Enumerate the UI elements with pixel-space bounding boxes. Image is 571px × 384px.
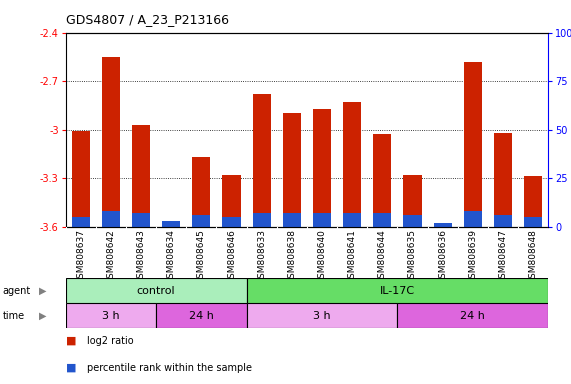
Bar	[162, 222, 180, 227]
Text: GSM808645: GSM808645	[197, 229, 206, 284]
Bar	[223, 175, 240, 227]
Text: GSM808646: GSM808646	[227, 229, 236, 284]
Text: agent: agent	[3, 286, 31, 296]
Bar	[313, 213, 331, 227]
Bar	[403, 215, 421, 227]
Bar	[252, 213, 271, 227]
Bar	[132, 125, 150, 227]
Bar	[433, 223, 452, 227]
Text: GSM808644: GSM808644	[378, 229, 387, 284]
Text: GSM808634: GSM808634	[167, 229, 176, 284]
Bar	[343, 102, 361, 227]
Text: GSM808633: GSM808633	[257, 229, 266, 284]
Bar	[102, 211, 120, 227]
Text: ■: ■	[66, 336, 76, 346]
Text: GDS4807 / A_23_P213166: GDS4807 / A_23_P213166	[66, 13, 228, 26]
Bar	[156, 303, 247, 328]
Bar	[192, 157, 210, 227]
Bar	[343, 213, 361, 227]
Bar	[464, 62, 482, 227]
Bar	[252, 94, 271, 227]
Text: GSM808647: GSM808647	[498, 229, 508, 284]
Bar	[192, 215, 210, 227]
Text: percentile rank within the sample: percentile rank within the sample	[87, 363, 252, 373]
Bar	[524, 177, 542, 227]
Text: GSM808642: GSM808642	[106, 229, 115, 284]
Text: 3 h: 3 h	[102, 311, 120, 321]
Bar	[247, 278, 548, 303]
Bar	[283, 213, 301, 227]
Text: 3 h: 3 h	[313, 311, 331, 321]
Bar	[403, 175, 421, 227]
Bar	[102, 57, 120, 227]
Bar	[313, 109, 331, 227]
Bar	[72, 131, 90, 227]
Text: GSM808635: GSM808635	[408, 229, 417, 284]
Text: GSM808637: GSM808637	[77, 229, 85, 284]
Bar	[283, 113, 301, 227]
Text: ▶: ▶	[39, 286, 46, 296]
Text: ▶: ▶	[39, 311, 46, 321]
Bar	[464, 211, 482, 227]
Text: GSM808643: GSM808643	[136, 229, 146, 284]
Text: control: control	[137, 286, 175, 296]
Bar	[72, 217, 90, 227]
Bar	[66, 303, 156, 328]
Bar	[66, 278, 247, 303]
Bar	[373, 134, 391, 227]
Bar	[373, 213, 391, 227]
Bar	[524, 217, 542, 227]
Bar	[162, 221, 180, 227]
Text: 24 h: 24 h	[460, 311, 485, 321]
Bar	[494, 133, 512, 227]
Text: GSM808640: GSM808640	[317, 229, 327, 284]
Text: GSM808648: GSM808648	[529, 229, 537, 284]
Text: GSM808636: GSM808636	[438, 229, 447, 284]
Text: log2 ratio: log2 ratio	[87, 336, 134, 346]
Text: GSM808641: GSM808641	[348, 229, 357, 284]
Text: GSM808638: GSM808638	[287, 229, 296, 284]
Bar	[494, 215, 512, 227]
Text: IL-17C: IL-17C	[380, 286, 415, 296]
Bar	[132, 213, 150, 227]
Bar	[247, 303, 397, 328]
Bar	[223, 217, 240, 227]
Text: time: time	[3, 311, 25, 321]
Bar	[397, 303, 548, 328]
Text: GSM808639: GSM808639	[468, 229, 477, 284]
Text: 24 h: 24 h	[189, 311, 214, 321]
Text: ■: ■	[66, 363, 76, 373]
